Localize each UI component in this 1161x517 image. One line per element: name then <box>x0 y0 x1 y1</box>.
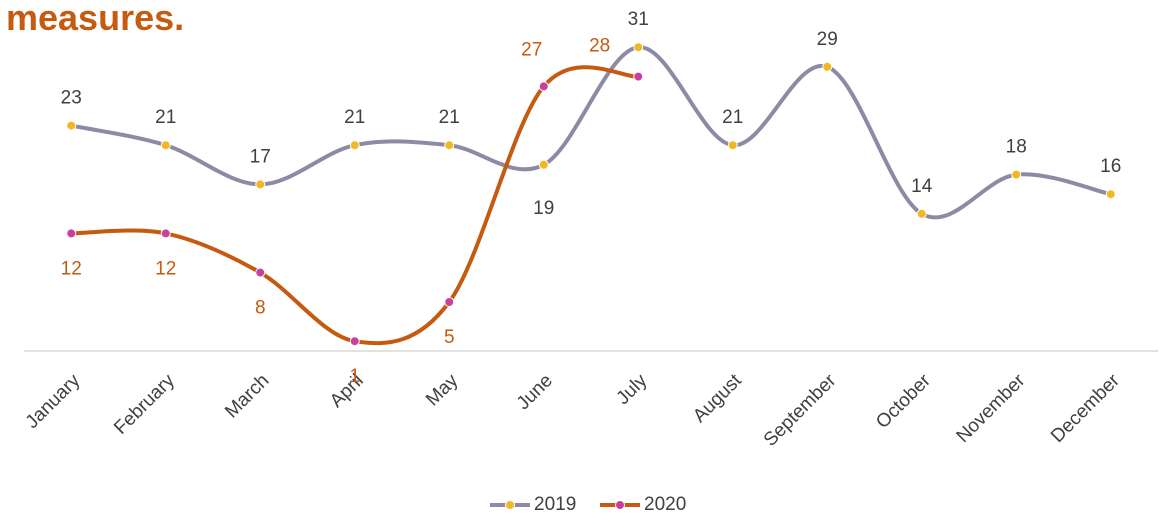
data-label: 21 <box>155 107 176 128</box>
data-label: 17 <box>250 146 271 167</box>
legend-label: 2020 <box>644 494 686 515</box>
x-tick-label: February <box>110 370 179 439</box>
data-point <box>444 297 455 307</box>
x-tick-label: April <box>326 370 368 412</box>
data-label: 19 <box>533 198 554 219</box>
data-point <box>727 140 738 151</box>
data-label: 28 <box>589 36 610 57</box>
x-tick-label: March <box>221 370 273 422</box>
data-point <box>633 42 644 53</box>
data-label: 8 <box>255 298 266 319</box>
data-point <box>444 140 455 151</box>
data-point <box>66 228 77 239</box>
x-tick-label: September <box>760 370 841 451</box>
legend-marker <box>505 500 515 510</box>
data-label: 12 <box>155 258 176 279</box>
data-label: 12 <box>61 258 82 279</box>
x-tick-label: July <box>613 370 652 409</box>
data-point <box>255 179 266 190</box>
data-label: 31 <box>628 9 649 30</box>
legend-label: 2019 <box>534 494 576 515</box>
data-label: 5 <box>444 327 455 348</box>
x-tick-label: November <box>953 370 1030 447</box>
data-label: 27 <box>521 39 542 60</box>
data-label: 21 <box>722 107 743 128</box>
data-label: 1 <box>349 366 360 387</box>
data-point <box>349 140 360 151</box>
data-point <box>1105 189 1116 200</box>
legend: 2019 2020 <box>490 494 686 515</box>
data-point <box>349 336 360 347</box>
data-point <box>160 228 171 239</box>
data-label: 16 <box>1100 156 1121 177</box>
data-point <box>916 208 927 219</box>
data-point <box>538 159 549 170</box>
x-tick-label: January <box>22 370 85 433</box>
data-point <box>822 61 833 72</box>
x-tick-label: June <box>513 370 557 414</box>
chart-title: measures. <box>6 0 184 38</box>
data-point <box>255 267 266 278</box>
data-label: 21 <box>439 107 460 128</box>
x-tick-label: December <box>1047 370 1124 447</box>
x-tick-label: October <box>872 370 935 433</box>
series-line <box>69 45 1113 220</box>
data-point <box>1011 169 1022 180</box>
data-point <box>633 71 644 82</box>
data-label: 14 <box>911 176 933 197</box>
data-point <box>66 120 77 131</box>
data-point <box>538 81 549 92</box>
legend-marker <box>615 500 625 510</box>
data-label: 21 <box>344 107 365 128</box>
data-label: 18 <box>1006 137 1027 158</box>
data-label: 23 <box>61 88 82 109</box>
data-label: 29 <box>817 29 838 50</box>
x-tick-label: May <box>422 370 463 411</box>
x-tick-label: August <box>689 370 746 427</box>
data-point <box>160 140 171 151</box>
